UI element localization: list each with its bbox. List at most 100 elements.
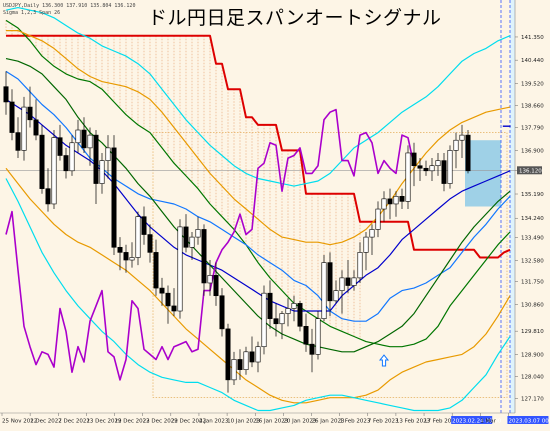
series-line-7 bbox=[5, 6, 511, 187]
price-tick-label: 135.190 bbox=[521, 192, 544, 198]
candle-body bbox=[177, 226, 183, 312]
time-tick-label: 1 Mar bbox=[480, 419, 496, 425]
time-tick-label: 25 Nov 2022 bbox=[2, 419, 37, 425]
candle-body bbox=[237, 359, 243, 370]
candle-body bbox=[249, 351, 255, 363]
time-tick-label: 20 Jan 2023 bbox=[283, 419, 316, 425]
time-tick-label: 1 Feb 2023 bbox=[340, 419, 371, 425]
candle-body bbox=[15, 132, 21, 151]
candle-body bbox=[51, 137, 57, 205]
time-tick-label: 19 Dec 2022 bbox=[115, 419, 150, 425]
candle-body bbox=[195, 229, 201, 238]
price-tick-label: 140.440 bbox=[521, 58, 544, 64]
range-box bbox=[465, 140, 501, 207]
candle-body bbox=[183, 226, 189, 248]
time-tick-label: 10 Jan 2023 bbox=[227, 419, 260, 425]
candle-body bbox=[267, 292, 273, 319]
time-tick-label: 13 Feb 2023 bbox=[396, 419, 431, 425]
candle-body bbox=[105, 147, 111, 161]
candle-body bbox=[261, 292, 267, 348]
candle-body bbox=[165, 292, 171, 307]
candle-body bbox=[141, 216, 147, 235]
candle-body bbox=[33, 119, 39, 136]
time-tick-label: 17 Feb 2023 bbox=[424, 419, 459, 425]
candle-body bbox=[333, 290, 339, 302]
current-price-box bbox=[517, 166, 542, 175]
candle-body bbox=[375, 208, 381, 230]
buy-signal-arrow bbox=[378, 354, 390, 367]
candle-body bbox=[159, 287, 165, 294]
time-tick-label: 7 Feb 2023 bbox=[368, 419, 399, 425]
candle-body bbox=[27, 106, 33, 121]
current-price-label: 136.120 bbox=[519, 168, 542, 174]
time-tick-label: 1 Dec 2022 bbox=[30, 419, 62, 425]
candle-body bbox=[39, 134, 45, 189]
price-tick-label: 130.860 bbox=[521, 302, 544, 308]
candle-body bbox=[9, 101, 15, 133]
indicator-line: Sigma 1,2,3 Span 26 bbox=[3, 10, 61, 16]
candle-body bbox=[147, 234, 153, 253]
series-line-0 bbox=[6, 34, 511, 259]
candle-body bbox=[291, 303, 297, 309]
candle-body bbox=[327, 262, 333, 302]
time-tick-label: 23 Dec 2022 bbox=[143, 419, 178, 425]
price-tick-label: 128.040 bbox=[521, 374, 544, 380]
candle-body bbox=[411, 152, 417, 167]
candle-body bbox=[405, 152, 411, 202]
candle-body bbox=[279, 313, 285, 325]
candle-body bbox=[423, 167, 429, 172]
candle-body bbox=[303, 326, 309, 345]
price-tick-label: 133.490 bbox=[521, 235, 544, 241]
time-tick-label: 7 Dec 2022 bbox=[58, 419, 90, 425]
price-tick-label: 132.580 bbox=[521, 259, 544, 265]
price-tick-label: 128.900 bbox=[521, 352, 544, 358]
candle-body bbox=[75, 129, 81, 144]
symbol-line: USDJPY,Daily 136.300 137.910 135.804 136… bbox=[3, 3, 136, 9]
overlay-layer bbox=[378, 125, 511, 367]
candle-body bbox=[381, 198, 387, 210]
candle-body bbox=[351, 277, 357, 286]
candle-body bbox=[225, 328, 231, 381]
candle-body bbox=[339, 277, 345, 291]
candle-body bbox=[213, 275, 219, 297]
candle-body bbox=[189, 236, 195, 248]
candle-body bbox=[111, 147, 117, 248]
series-line-8 bbox=[5, 178, 511, 412]
price-tick-label: 139.520 bbox=[521, 82, 544, 88]
candle-body bbox=[129, 257, 135, 261]
candle-body bbox=[21, 106, 27, 151]
candle-body bbox=[117, 246, 123, 253]
time-marker-label: 2023.02.24 00:00 bbox=[452, 419, 502, 425]
candle-body bbox=[171, 305, 177, 312]
time-tick-label: 4 Jan 2023 bbox=[199, 419, 229, 425]
future-stripe bbox=[510, 0, 519, 413]
price-axis-bg bbox=[515, 0, 550, 431]
candle-body bbox=[315, 318, 321, 355]
time-tick-label: 29 Dec 2022 bbox=[171, 419, 206, 425]
price-tick-label: 138.660 bbox=[521, 104, 544, 110]
price-tick-label: 129.810 bbox=[521, 329, 544, 335]
candle-body bbox=[453, 139, 459, 151]
candle-body bbox=[363, 236, 369, 253]
candle-body bbox=[357, 252, 363, 279]
candle-body bbox=[465, 134, 471, 172]
chart-title: ドル円日足スパンオートシグナル bbox=[148, 7, 442, 29]
candle-body bbox=[87, 134, 93, 149]
time-tick-label: 16 Jan 2023 bbox=[255, 419, 288, 425]
price-tick-label: 127.170 bbox=[521, 396, 544, 402]
candle-body bbox=[345, 277, 351, 286]
candle-body bbox=[69, 142, 75, 172]
candle-body bbox=[99, 160, 105, 184]
price-tick-label: 134.240 bbox=[521, 216, 544, 222]
candle-body bbox=[93, 134, 99, 184]
candle-body bbox=[3, 86, 9, 103]
price-tick-label: 136.900 bbox=[521, 148, 544, 154]
candle-body bbox=[255, 346, 261, 363]
candle-body bbox=[369, 229, 375, 238]
candle-body bbox=[63, 155, 69, 172]
candle-body bbox=[201, 229, 207, 284]
time-marker-label-bg bbox=[451, 416, 493, 424]
candle-body bbox=[393, 196, 399, 205]
